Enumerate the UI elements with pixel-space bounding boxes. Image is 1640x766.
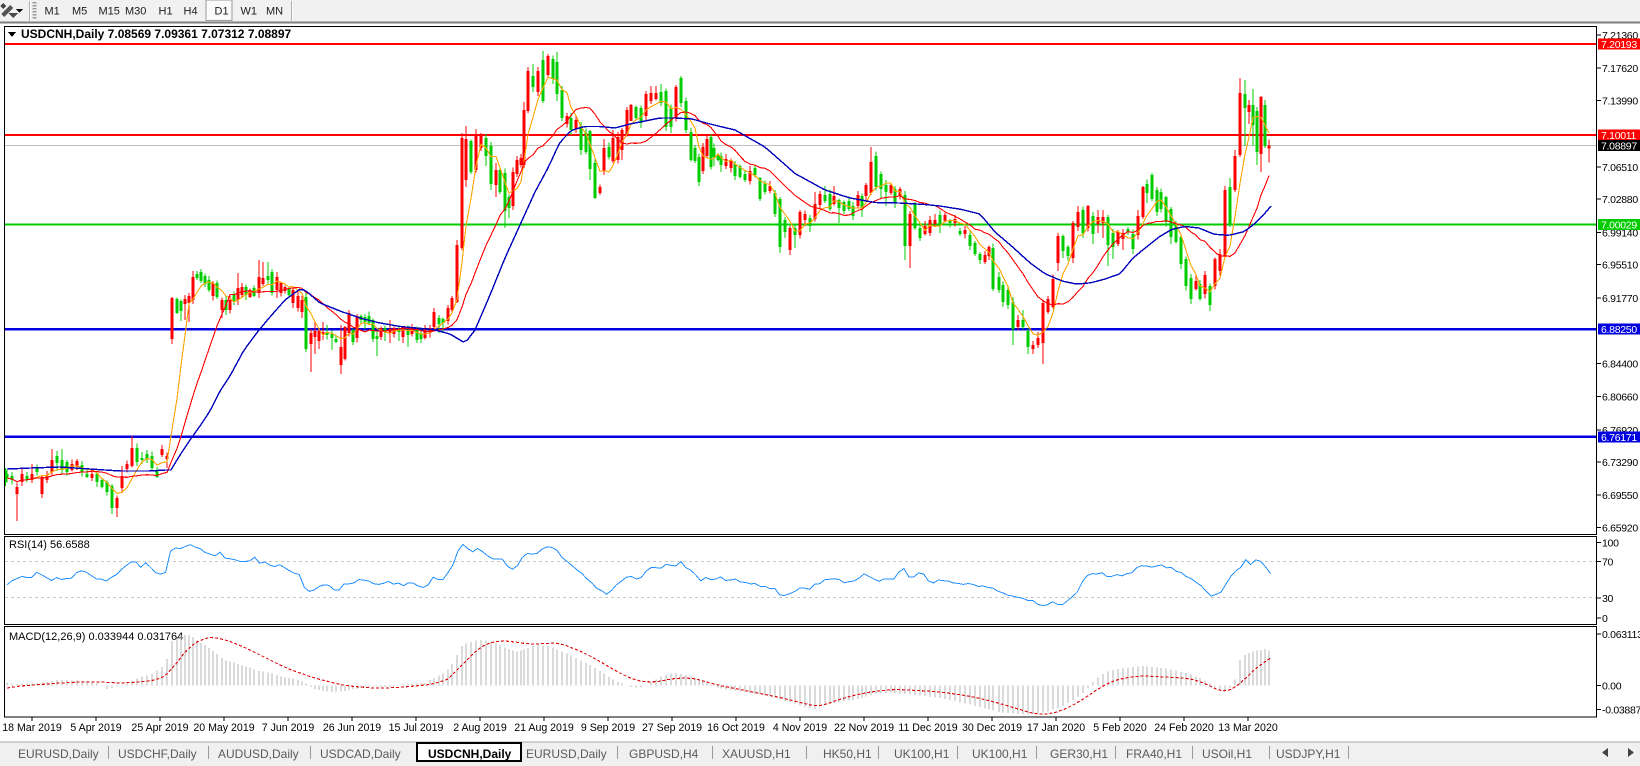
svg-text:6.95510: 6.95510 bbox=[1602, 260, 1638, 272]
svg-text:7.08897: 7.08897 bbox=[1601, 141, 1637, 153]
svg-text:M15: M15 bbox=[99, 6, 120, 18]
svg-text:21 Aug 2019: 21 Aug 2019 bbox=[514, 722, 574, 734]
svg-text:70: 70 bbox=[1602, 557, 1614, 569]
svg-text:24 Feb 2020: 24 Feb 2020 bbox=[1154, 722, 1214, 734]
svg-text:5 Apr 2019: 5 Apr 2019 bbox=[70, 722, 121, 734]
svg-text:USDJPY,H1: USDJPY,H1 bbox=[1276, 747, 1341, 761]
svg-text:11 Dec 2019: 11 Dec 2019 bbox=[898, 722, 957, 734]
svg-text:7.06510: 7.06510 bbox=[1602, 162, 1638, 174]
svg-text:6.84400: 6.84400 bbox=[1602, 358, 1638, 370]
svg-text:XAUUSD,H1: XAUUSD,H1 bbox=[722, 747, 791, 761]
svg-text:RSI(14) 56.6588: RSI(14) 56.6588 bbox=[9, 539, 90, 551]
svg-text:16 Oct 2019: 16 Oct 2019 bbox=[707, 722, 765, 734]
svg-text:30 Dec 2019: 30 Dec 2019 bbox=[962, 722, 1022, 734]
svg-text:17 Jan 2020: 17 Jan 2020 bbox=[1027, 722, 1085, 734]
svg-text:FRA40,H1: FRA40,H1 bbox=[1126, 747, 1182, 761]
svg-text:13 Mar 2020: 13 Mar 2020 bbox=[1218, 722, 1278, 734]
svg-text:HK50,H1: HK50,H1 bbox=[823, 747, 872, 761]
svg-text:7.13990: 7.13990 bbox=[1602, 95, 1638, 107]
svg-text:0.00: 0.00 bbox=[1602, 680, 1622, 692]
svg-text:H4: H4 bbox=[184, 6, 198, 18]
svg-text:AUDUSD,Daily: AUDUSD,Daily bbox=[218, 747, 299, 761]
svg-text:9 Sep 2019: 9 Sep 2019 bbox=[581, 722, 635, 734]
svg-text:27 Sep 2019: 27 Sep 2019 bbox=[642, 722, 702, 734]
svg-text:M1: M1 bbox=[45, 6, 60, 18]
svg-text:M5: M5 bbox=[72, 6, 87, 18]
svg-text:7.02880: 7.02880 bbox=[1602, 194, 1638, 206]
svg-text:2 Aug 2019: 2 Aug 2019 bbox=[453, 722, 507, 734]
svg-text:W1: W1 bbox=[241, 6, 258, 18]
svg-text:MN: MN bbox=[266, 6, 283, 18]
svg-text:18 Mar 2019: 18 Mar 2019 bbox=[2, 722, 62, 734]
svg-text:USDCHF,Daily: USDCHF,Daily bbox=[118, 747, 197, 761]
svg-text:30: 30 bbox=[1602, 593, 1614, 605]
svg-text:5 Feb 2020: 5 Feb 2020 bbox=[1093, 722, 1147, 734]
svg-text:UK100,H1: UK100,H1 bbox=[894, 747, 950, 761]
svg-text:26 Jun 2019: 26 Jun 2019 bbox=[323, 722, 381, 734]
svg-text:7 Jun 2019: 7 Jun 2019 bbox=[262, 722, 315, 734]
svg-text:GER30,H1: GER30,H1 bbox=[1050, 747, 1108, 761]
svg-text:H1: H1 bbox=[159, 6, 173, 18]
svg-text:15 Jul 2019: 15 Jul 2019 bbox=[389, 722, 444, 734]
svg-text:USDCNH,Daily 7.08569 7.09361: USDCNH,Daily 7.08569 7.09361 7.07312 7.0… bbox=[21, 27, 292, 41]
svg-text:USDCNH,Daily: USDCNH,Daily bbox=[428, 747, 512, 761]
svg-text:USDCAD,Daily: USDCAD,Daily bbox=[320, 747, 401, 761]
svg-text:MACD(12,26,9) 0.033944 0.03176: MACD(12,26,9) 0.033944 0.031764 bbox=[9, 631, 183, 643]
svg-text:4 Nov 2019: 4 Nov 2019 bbox=[773, 722, 827, 734]
svg-text:EURUSD,Daily: EURUSD,Daily bbox=[18, 747, 99, 761]
svg-text:0: 0 bbox=[1602, 613, 1608, 625]
svg-text:-0.038872: -0.038872 bbox=[1602, 705, 1640, 717]
svg-text:6.91770: 6.91770 bbox=[1602, 293, 1638, 305]
svg-text:0.063113: 0.063113 bbox=[1602, 629, 1640, 641]
svg-text:7.20193: 7.20193 bbox=[1601, 39, 1637, 51]
svg-text:GBPUSD,H4: GBPUSD,H4 bbox=[629, 747, 699, 761]
svg-text:6.99140: 6.99140 bbox=[1602, 227, 1638, 239]
svg-text:7.17620: 7.17620 bbox=[1602, 63, 1638, 75]
svg-text:6.69550: 6.69550 bbox=[1602, 490, 1638, 502]
svg-text:6.80660: 6.80660 bbox=[1602, 392, 1638, 404]
svg-text:22 Nov 2019: 22 Nov 2019 bbox=[834, 722, 894, 734]
svg-text:7.10011: 7.10011 bbox=[1601, 130, 1637, 142]
svg-text:EURUSD,Daily: EURUSD,Daily bbox=[526, 747, 607, 761]
svg-text:6.65920: 6.65920 bbox=[1602, 523, 1638, 535]
svg-text:20 May 2019: 20 May 2019 bbox=[193, 722, 254, 734]
svg-text:D1: D1 bbox=[215, 6, 229, 18]
svg-text:6.76171: 6.76171 bbox=[1601, 432, 1637, 444]
svg-text:100: 100 bbox=[1602, 538, 1619, 550]
svg-text:6.88250: 6.88250 bbox=[1601, 324, 1637, 336]
svg-text:6.73290: 6.73290 bbox=[1602, 457, 1638, 469]
svg-text:M30: M30 bbox=[125, 6, 146, 18]
svg-text:USOil,H1: USOil,H1 bbox=[1202, 747, 1252, 761]
svg-text:7.00029: 7.00029 bbox=[1601, 219, 1637, 231]
svg-text:25 Apr 2019: 25 Apr 2019 bbox=[131, 722, 188, 734]
svg-text:UK100,H1: UK100,H1 bbox=[972, 747, 1028, 761]
